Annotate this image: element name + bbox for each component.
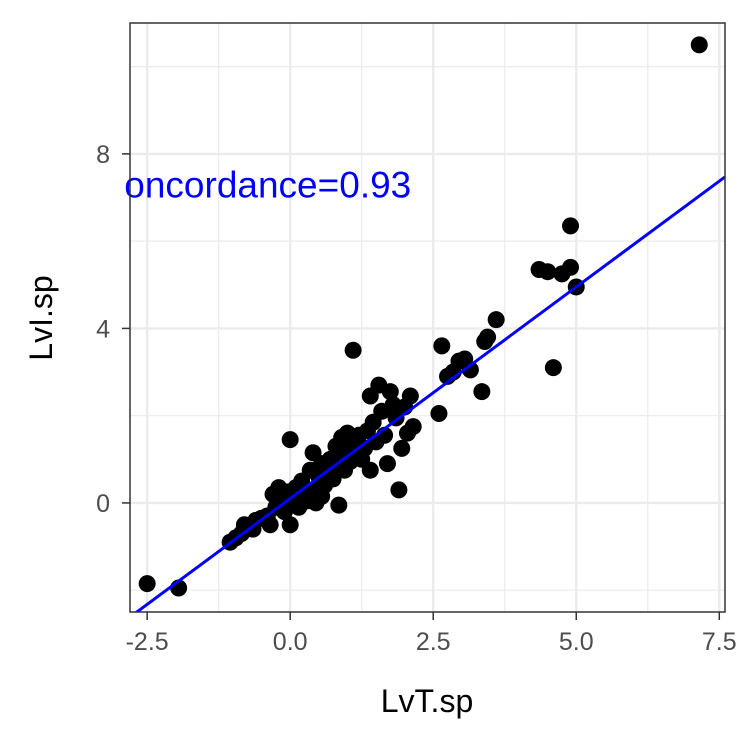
x-tick-label: -2.5 [126,628,169,656]
data-point [404,418,422,436]
panel-border [129,22,726,613]
data-point [461,361,479,379]
major-grid [130,23,725,612]
fit-line [134,175,725,612]
fit-line-layer [134,175,725,612]
data-point [430,404,448,422]
x-axis-title: LvT.sp [381,683,473,719]
data-point [344,341,362,359]
data-point [281,516,299,534]
x-tick-label: 2.5 [416,628,451,656]
y-axis: 0 4 8 [96,141,130,518]
data-point [281,431,299,449]
x-axis: -2.5 0.0 2.5 5.0 7.5 [126,612,737,656]
data-point [330,496,348,514]
data-point [544,359,562,377]
data-point [473,383,491,401]
data-point [479,328,497,346]
plot-panel [130,23,725,612]
x-tick-label: 5.0 [559,628,594,656]
data-point [433,337,451,355]
concordance-annotation: oncordance=0.93 [124,164,411,205]
y-tick-label: 0 [96,490,110,518]
data-point [361,461,379,479]
data-point [261,516,279,534]
data-point [390,481,408,499]
y-tick-label: 8 [96,141,110,169]
x-tick-label: 0.0 [273,628,308,656]
x-tick-label: 7.5 [702,628,737,656]
data-point [487,311,505,329]
data-point [401,387,419,405]
y-axis-title: LvI.sp [23,275,59,360]
minor-grid [130,23,725,612]
data-point [539,263,557,281]
data-point [378,455,396,473]
y-tick-label: 4 [96,315,110,343]
data-point [138,575,156,593]
data-point [393,439,411,457]
data-point [381,383,399,401]
data-point [690,36,708,54]
data-point [562,258,580,276]
data-point [562,217,580,235]
